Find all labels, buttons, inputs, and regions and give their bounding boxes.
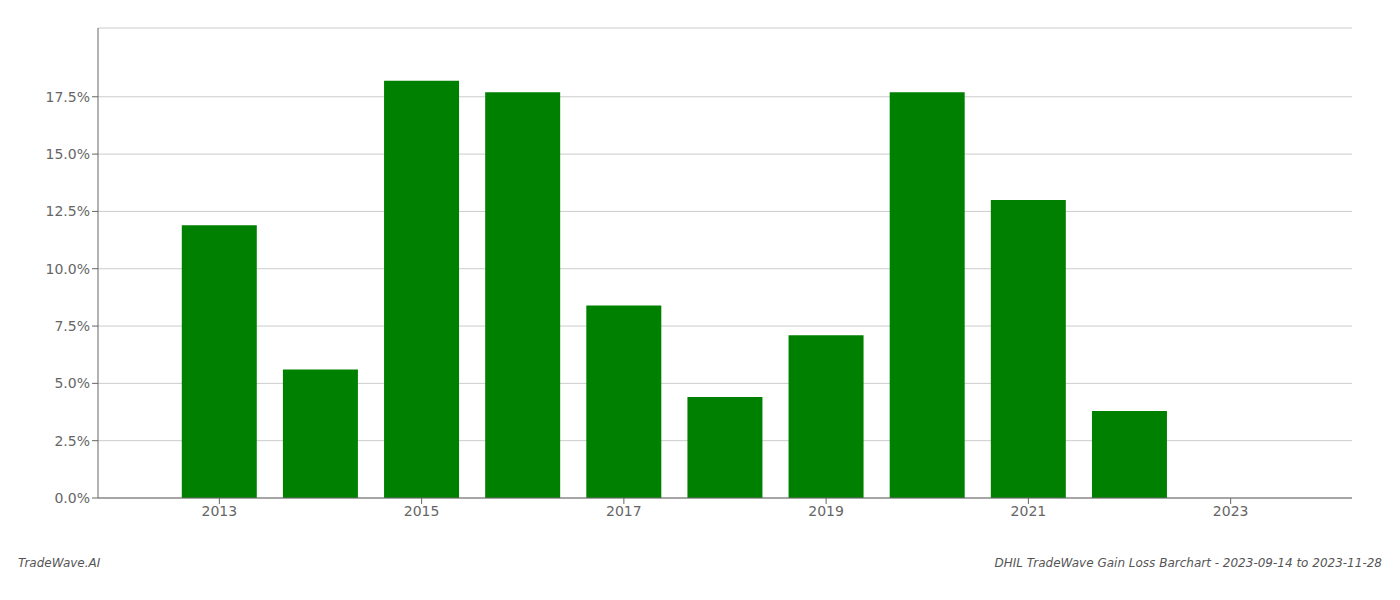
svg-text:10.0%: 10.0% bbox=[46, 261, 90, 277]
svg-text:12.5%: 12.5% bbox=[46, 203, 90, 219]
svg-text:2017: 2017 bbox=[606, 503, 642, 519]
svg-text:17.5%: 17.5% bbox=[46, 89, 90, 105]
svg-text:7.5%: 7.5% bbox=[54, 318, 90, 334]
svg-text:2021: 2021 bbox=[1011, 503, 1047, 519]
svg-text:5.0%: 5.0% bbox=[54, 375, 90, 391]
svg-text:15.0%: 15.0% bbox=[46, 146, 90, 162]
svg-text:2013: 2013 bbox=[202, 503, 238, 519]
svg-text:2.5%: 2.5% bbox=[54, 433, 90, 449]
svg-text:0.0%: 0.0% bbox=[54, 490, 90, 506]
html-text:TradeWave.AI: TradeWave.AI bbox=[18, 556, 101, 570]
svg-text:2023: 2023 bbox=[1213, 503, 1249, 519]
html-text:DHIL TradeWave Gain Loss Barch: DHIL TradeWave Gain Loss Barchart - 2023… bbox=[994, 556, 1382, 570]
svg-text:2019: 2019 bbox=[808, 503, 844, 519]
svg-text:2015: 2015 bbox=[404, 503, 440, 519]
